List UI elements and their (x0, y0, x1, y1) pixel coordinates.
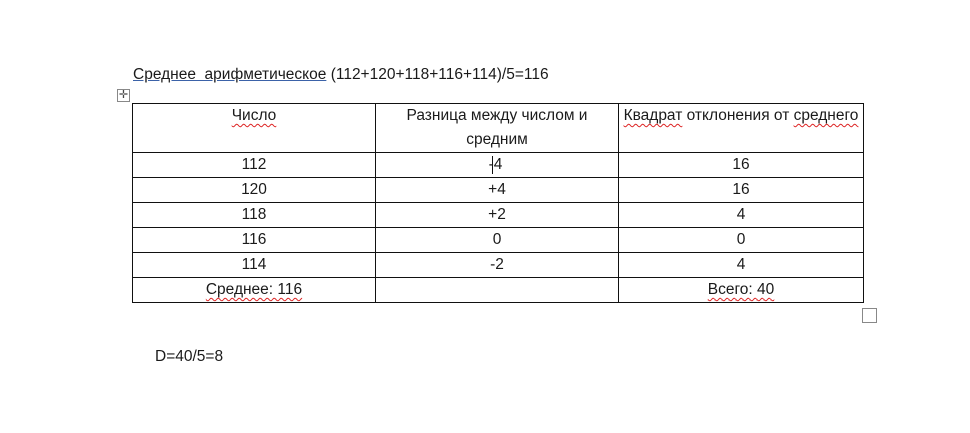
table-row: 120 +4 16 (132, 177, 864, 203)
table-cell[interactable]: 0 (375, 227, 619, 253)
table-row: 114 -2 4 (132, 252, 864, 278)
table-header-row: Число Разница между числом и средним Ква… (132, 103, 864, 153)
table-cell[interactable]: 16 (618, 152, 864, 178)
table-row: 118 +2 4 (132, 202, 864, 228)
table-cell[interactable]: 4 (618, 252, 864, 278)
mean-formula: Среднее арифметическое (112+120+118+116+… (133, 66, 549, 84)
table-cell[interactable]: 114 (132, 252, 376, 278)
table-cell[interactable]: 120 (132, 177, 376, 203)
table-cell[interactable]: 118 (132, 202, 376, 228)
table-cell[interactable]: 112 (132, 152, 376, 178)
table-move-handle-icon[interactable]: ✛ (117, 89, 130, 102)
table-cell[interactable]: -2 (375, 252, 619, 278)
table-cell[interactable]: 16 (618, 177, 864, 203)
table-cell[interactable]: 116 (132, 227, 376, 253)
mean-expression: (112+120+118+116+114)/5=116 (330, 66, 549, 83)
table-cell[interactable]: +4 (375, 177, 619, 203)
header-cell[interactable]: Число (132, 103, 376, 153)
mean-cell[interactable]: Среднее: 116 (132, 277, 376, 303)
table-cell[interactable]: +2 (375, 202, 619, 228)
table-footer-row: Среднее: 116 Всего: 40 (132, 277, 864, 303)
table-cell[interactable]: 0 (618, 227, 864, 253)
header-cell[interactable]: Квадрат отклонения от среднего (618, 103, 864, 153)
header-rest: отклонения от (686, 107, 790, 124)
table-cell[interactable]: -4 (375, 152, 619, 178)
mean-label: Среднее арифметическое (133, 66, 327, 83)
table-row: 116 0 0 (132, 227, 864, 253)
table-cell[interactable]: 4 (618, 202, 864, 228)
text-cursor (491, 155, 493, 174)
empty-cell[interactable] (375, 277, 619, 303)
variance-result: D=40/5=8 (155, 348, 224, 365)
deviation-table: Число Разница между числом и средним Ква… (132, 103, 864, 303)
table-resize-handle[interactable] (862, 308, 877, 323)
table-row: 112 -4 16 (132, 152, 864, 178)
header-cell[interactable]: Разница между числом и средним (375, 103, 619, 153)
total-cell[interactable]: Всего: 40 (618, 277, 864, 303)
